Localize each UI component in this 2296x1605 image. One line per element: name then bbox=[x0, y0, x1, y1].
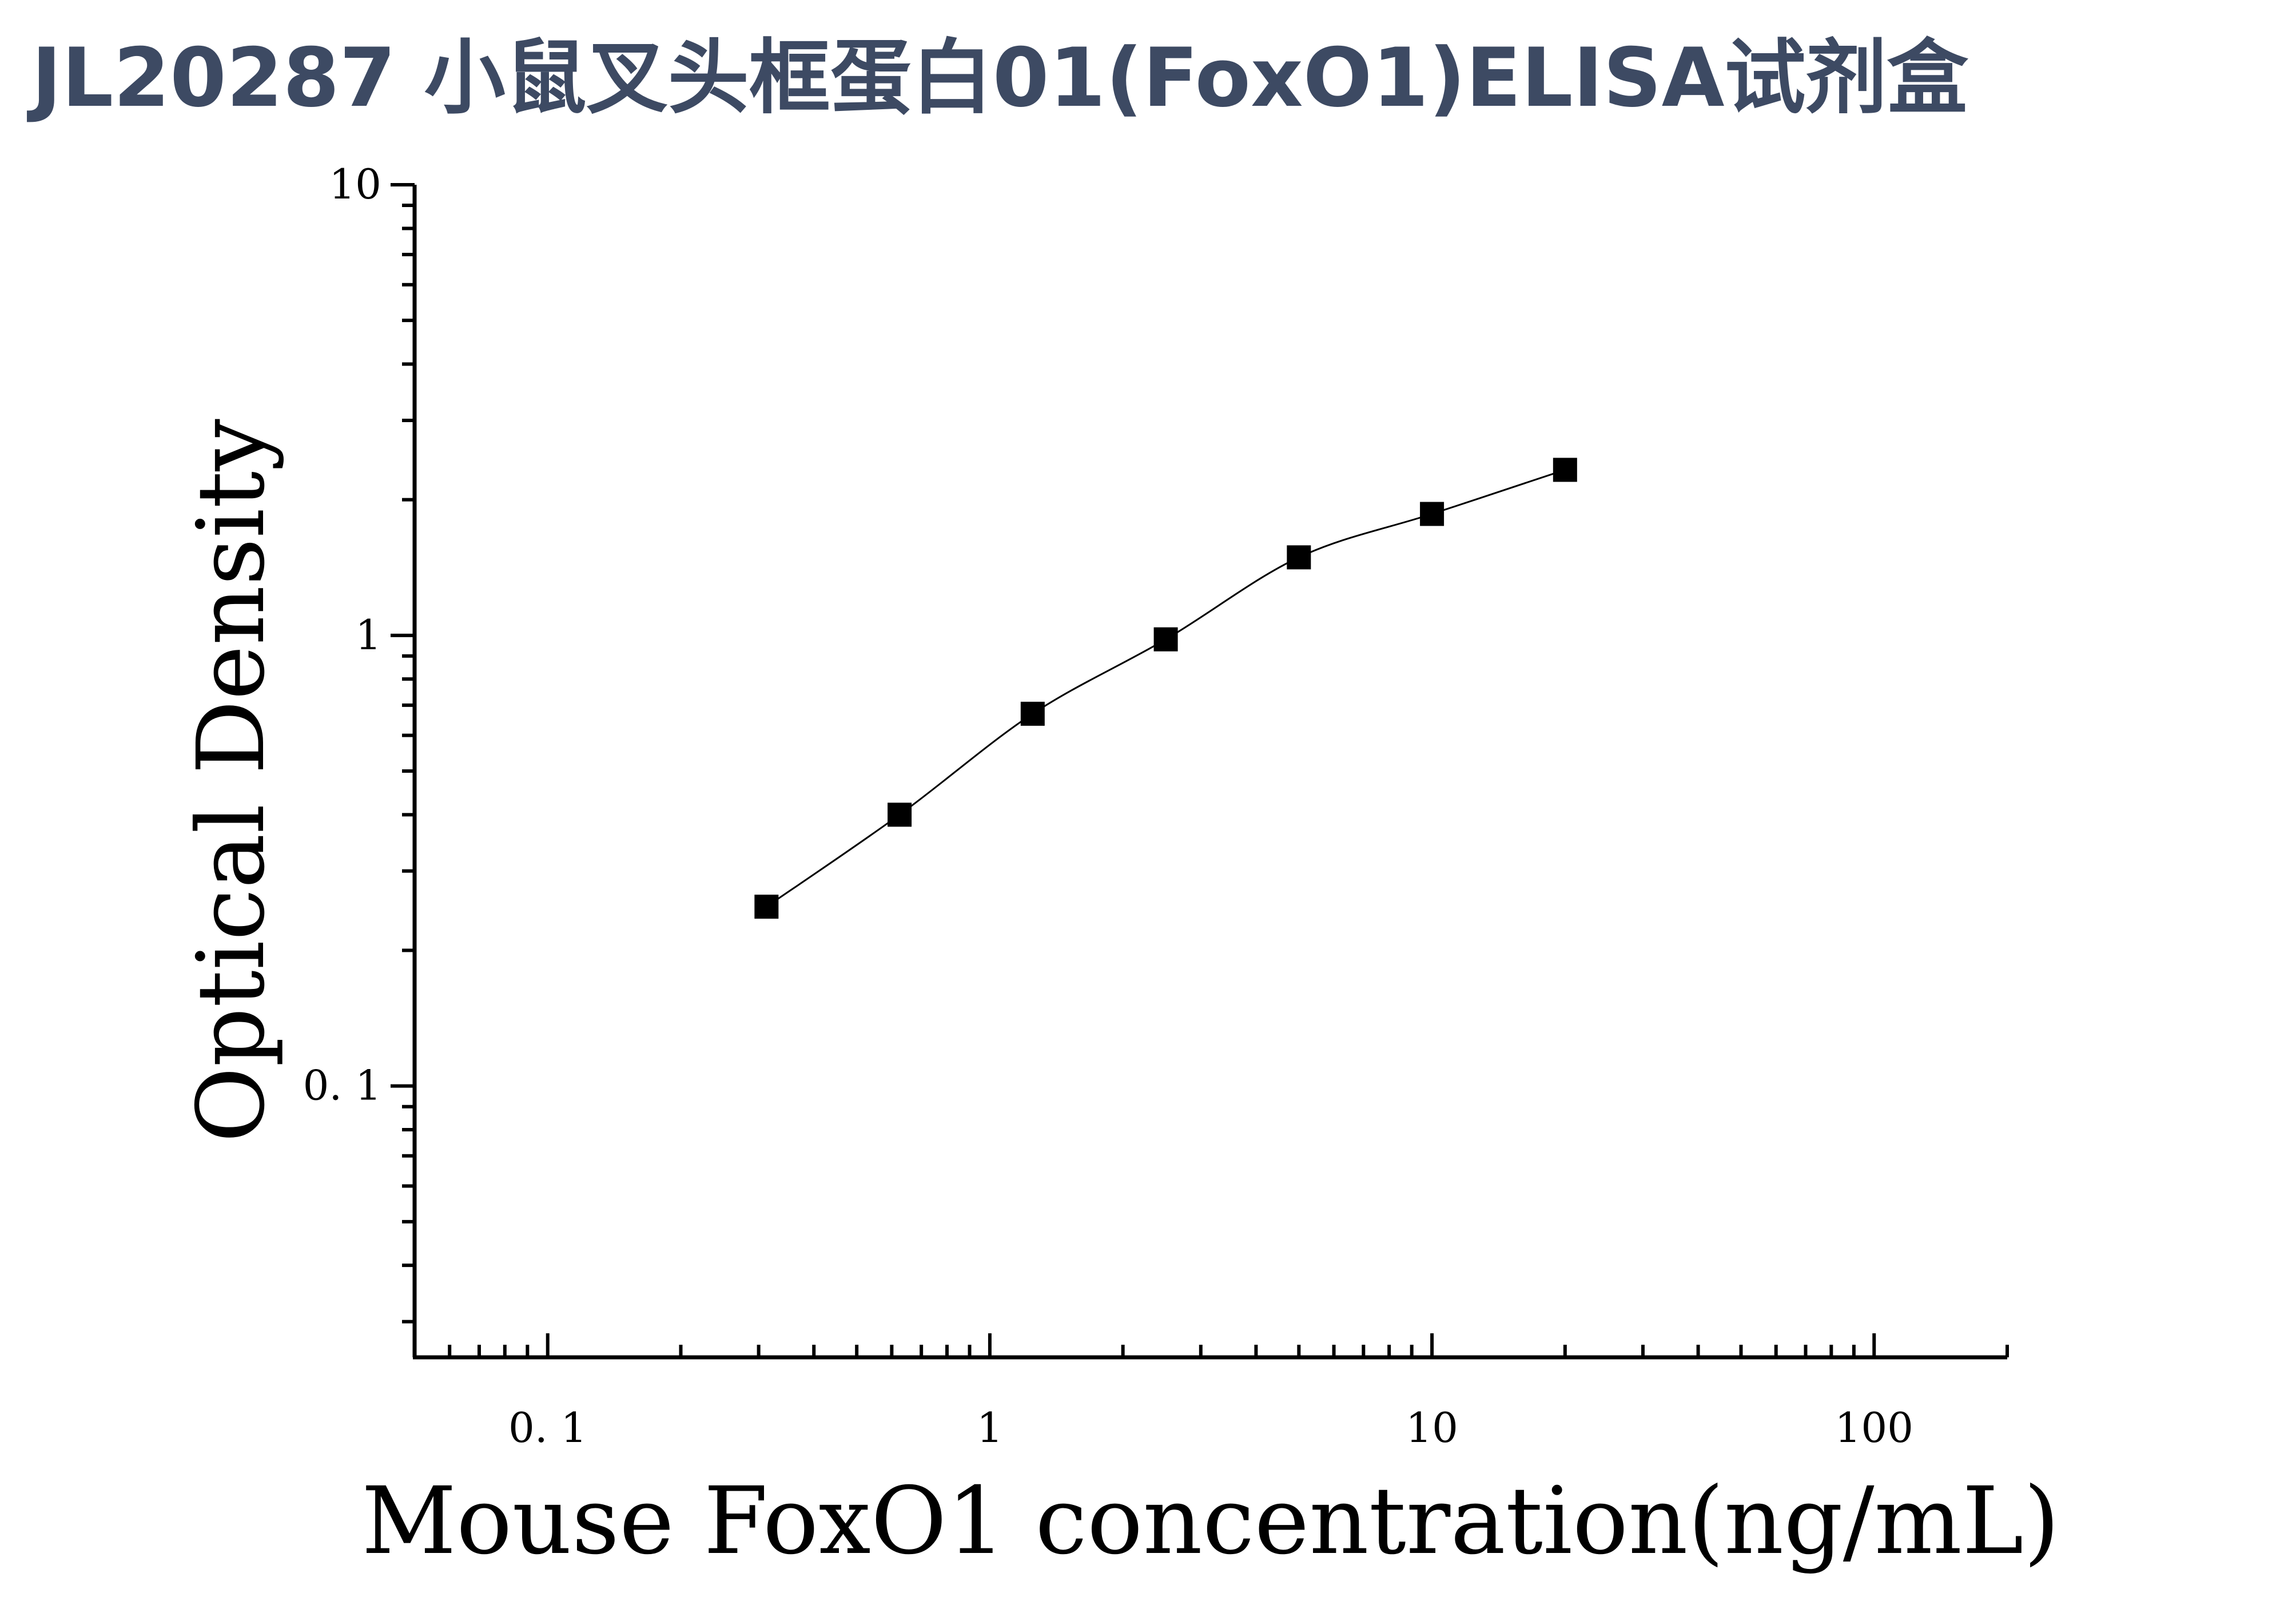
x-tick-label: 100 bbox=[1835, 1404, 1913, 1452]
x-tick-label: 1 bbox=[977, 1404, 1003, 1452]
data-point bbox=[1020, 701, 1045, 726]
y-tick-label: 1 bbox=[355, 611, 381, 659]
data-point bbox=[1287, 545, 1311, 570]
x-axis-label: Mouse FoxO1 concentration(ng/mL) bbox=[361, 1468, 2060, 1575]
y-axis-label: Optical Density bbox=[178, 419, 285, 1143]
y-tick-label: 10 bbox=[329, 160, 381, 208]
chart-title: JL20287 小鼠叉头框蛋白01(FoxO1)ELISA试剂盒 bbox=[27, 31, 1969, 125]
data-point bbox=[1420, 502, 1445, 526]
data-points bbox=[754, 458, 1577, 919]
data-point bbox=[1153, 627, 1178, 651]
data-point bbox=[888, 802, 912, 827]
fit-curve bbox=[766, 468, 1566, 908]
x-ticks: 0. 1 1 10 100 bbox=[413, 1333, 2009, 1452]
x-tick-label: 0. 1 bbox=[508, 1404, 587, 1452]
y-ticks: 0. 1 1 10 bbox=[303, 160, 415, 1324]
y-tick-label: 0. 1 bbox=[303, 1062, 381, 1110]
axes bbox=[412, 185, 2007, 1360]
data-point bbox=[754, 895, 779, 919]
x-tick-label: 10 bbox=[1406, 1404, 1458, 1452]
data-point bbox=[1553, 458, 1577, 482]
